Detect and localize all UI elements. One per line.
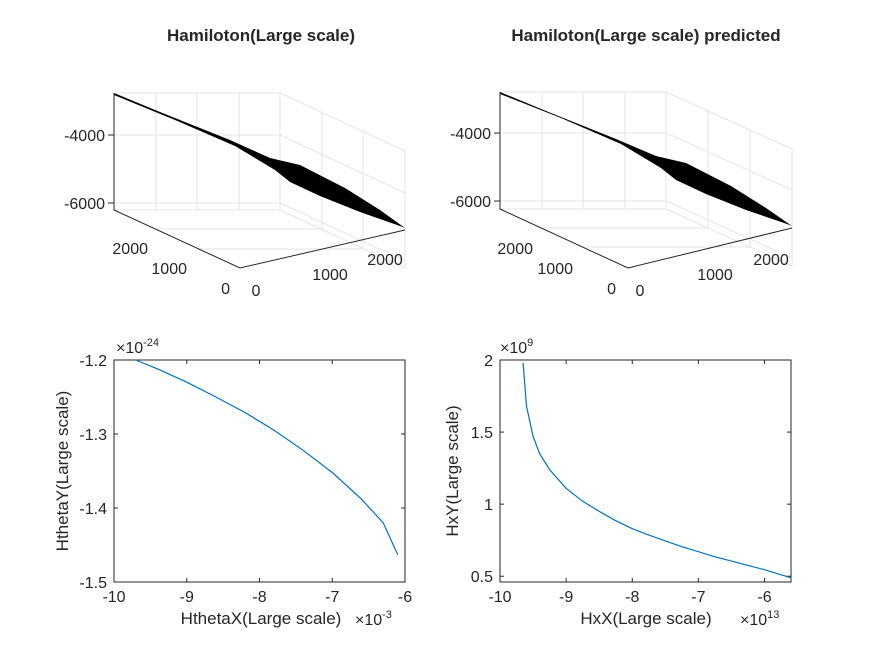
box-grid bbox=[499, 91, 793, 267]
x-tick-label: -6 bbox=[398, 589, 412, 606]
y-exponent-label: ×109 bbox=[500, 337, 533, 357]
x-tick-label: 1000 bbox=[312, 267, 348, 284]
line-plot-hx: -10 -9 -8 -7 -6 0.5 1 1.5 2 HxX(Large scale) HxY(L… bbox=[443, 337, 792, 629]
y-tick-label: 1000 bbox=[537, 261, 573, 278]
y-tick-label: -1.3 bbox=[79, 427, 107, 444]
y-tick-label: 2000 bbox=[112, 241, 148, 258]
surface-plot-predicted: Hamiloton(Large scale) predicted -4000 -… bbox=[450, 26, 793, 300]
y-axis-label: HxY(Large scale) bbox=[443, 405, 462, 536]
y-tick-label: 1.5 bbox=[471, 425, 493, 442]
y-axis-label: HthetaY(Large scale) bbox=[53, 391, 72, 552]
box-grid bbox=[113, 92, 406, 269]
chart-title: Hamiloton(Large scale) bbox=[167, 26, 355, 45]
y-exponent-label: ×10-24 bbox=[116, 337, 159, 357]
x-tick-label: -10 bbox=[102, 589, 125, 606]
series-line bbox=[522, 362, 792, 579]
x-axis-label: HthetaX(Large scale) bbox=[181, 609, 342, 628]
x-axis-label: HxX(Large scale) bbox=[580, 609, 711, 628]
y-tick-label: 0.5 bbox=[471, 569, 493, 586]
z-tick-label: -6000 bbox=[64, 196, 105, 213]
x-tick-label: 1000 bbox=[697, 267, 733, 284]
x-tick-label: -9 bbox=[180, 589, 194, 606]
z-tick-label: -4000 bbox=[64, 128, 105, 145]
x-tick-label: -8 bbox=[252, 589, 266, 606]
surface bbox=[500, 92, 792, 226]
x-tick-label: -6 bbox=[757, 589, 771, 606]
y-tick-label: 2000 bbox=[497, 241, 533, 258]
x-tick-label: -7 bbox=[325, 589, 339, 606]
chart-title: Hamiloton(Large scale) predicted bbox=[511, 26, 780, 45]
x-exponent-label: ×1013 bbox=[740, 609, 779, 629]
line-plot-htheta: -10 -9 -8 -7 -6 -1.5 -1.4 -1.3 -1.2 HthetaX(Large… bbox=[53, 337, 412, 629]
y-tick-label: -1.2 bbox=[79, 353, 107, 370]
x-tick-label: 2000 bbox=[367, 252, 403, 269]
y-tick-label: 1 bbox=[484, 497, 493, 514]
x-tick-label: -10 bbox=[488, 589, 511, 606]
z-tick-label: -4000 bbox=[450, 126, 491, 143]
x-exponent-label: ×10-3 bbox=[355, 609, 392, 629]
x-tick-label: -9 bbox=[559, 589, 573, 606]
surface-plot-original: Hamiloton(Large scale) -4000 -6000 2000 … bbox=[64, 26, 406, 300]
y-tick-label: 0 bbox=[607, 281, 616, 298]
y-tick-label: 0 bbox=[221, 281, 230, 298]
x-tick-label: -8 bbox=[625, 589, 639, 606]
plot-area bbox=[499, 359, 792, 583]
surface bbox=[114, 93, 405, 228]
x-tick-label: -7 bbox=[691, 589, 705, 606]
series-line bbox=[135, 359, 399, 555]
x-tick-label: 0 bbox=[252, 283, 261, 300]
y-tick-label: 2 bbox=[484, 353, 493, 370]
x-tick-label: 0 bbox=[636, 283, 645, 300]
y-tick-label: 1000 bbox=[151, 261, 187, 278]
x-tick-label: 2000 bbox=[753, 252, 789, 269]
y-tick-label: -1.4 bbox=[79, 501, 107, 518]
y-tick-label: -1.5 bbox=[79, 575, 107, 592]
plot-area bbox=[113, 359, 406, 583]
z-tick-label: -6000 bbox=[450, 194, 491, 211]
